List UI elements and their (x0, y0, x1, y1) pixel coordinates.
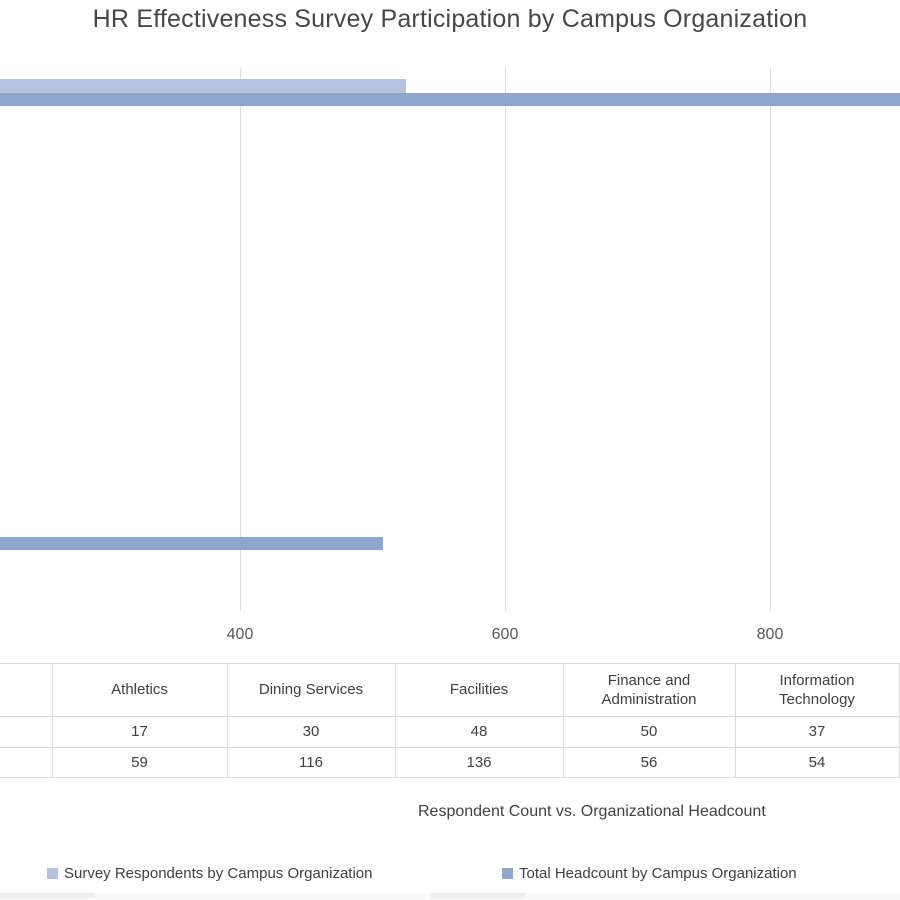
table-header-facilities: Facilities (395, 663, 564, 717)
table-header-dining-services: Dining Services (227, 663, 396, 717)
table-row-survey-respondents: 17 30 48 50 37 (0, 716, 900, 748)
table-cell: 48 (395, 716, 564, 748)
table-cell: 116 (227, 747, 396, 778)
x-tick-label-800: 800 (756, 626, 784, 643)
table-cell: 136 (395, 747, 564, 778)
row-label-cell (0, 747, 53, 778)
table-cell: 59 (52, 747, 228, 778)
bar-total-headcount (0, 93, 900, 106)
partial-element-below-chart (0, 893, 900, 900)
x-tick-label-600: 600 (491, 626, 519, 643)
legend-entry-total-headcount: Total Headcount by Campus Organization (502, 865, 797, 882)
table-cell: 54 (735, 747, 900, 778)
table-header-information-technology: Information Technology (735, 663, 900, 717)
table-header-athletics: Athletics (52, 663, 228, 717)
legend-label-headcount: Total Headcount by Campus Organization (519, 865, 797, 882)
row-label-cell (0, 716, 53, 748)
legend-entry-survey-respondents: Survey Respondents by Campus Organizatio… (47, 865, 373, 882)
table-corner-cell (0, 663, 53, 717)
table-cell: 50 (563, 716, 736, 748)
table-row-total-headcount: 59 116 136 56 54 (0, 747, 900, 778)
legend-swatch-headcount-icon (502, 868, 513, 879)
table-cell: 56 (563, 747, 736, 778)
table-cell: 30 (227, 716, 396, 748)
partial-element-segment (0, 893, 95, 898)
x-gridline-800 (770, 68, 771, 611)
chart-data-table: Athletics Dining Services Facilities Fin… (0, 663, 900, 778)
bar-total-headcount (0, 537, 383, 550)
table-header-finance-administration: Finance and Administration (563, 663, 736, 717)
value-axis-title: Respondent Count vs. Organizational Head… (418, 803, 766, 820)
x-gridline-600 (505, 68, 506, 611)
legend-swatch-respondents-icon (47, 868, 58, 879)
table-cell: 17 (52, 716, 228, 748)
chart-title: HR Effectiveness Survey Participation by… (92, 5, 808, 33)
x-tick-label-400: 400 (226, 626, 254, 643)
bar-survey-respondents (0, 79, 406, 93)
x-gridline-400 (240, 68, 241, 611)
partial-element-segment (430, 893, 525, 898)
legend-label-respondents: Survey Respondents by Campus Organizatio… (64, 865, 373, 882)
table-header-row: Athletics Dining Services Facilities Fin… (0, 663, 900, 717)
table-cell: 37 (735, 716, 900, 748)
